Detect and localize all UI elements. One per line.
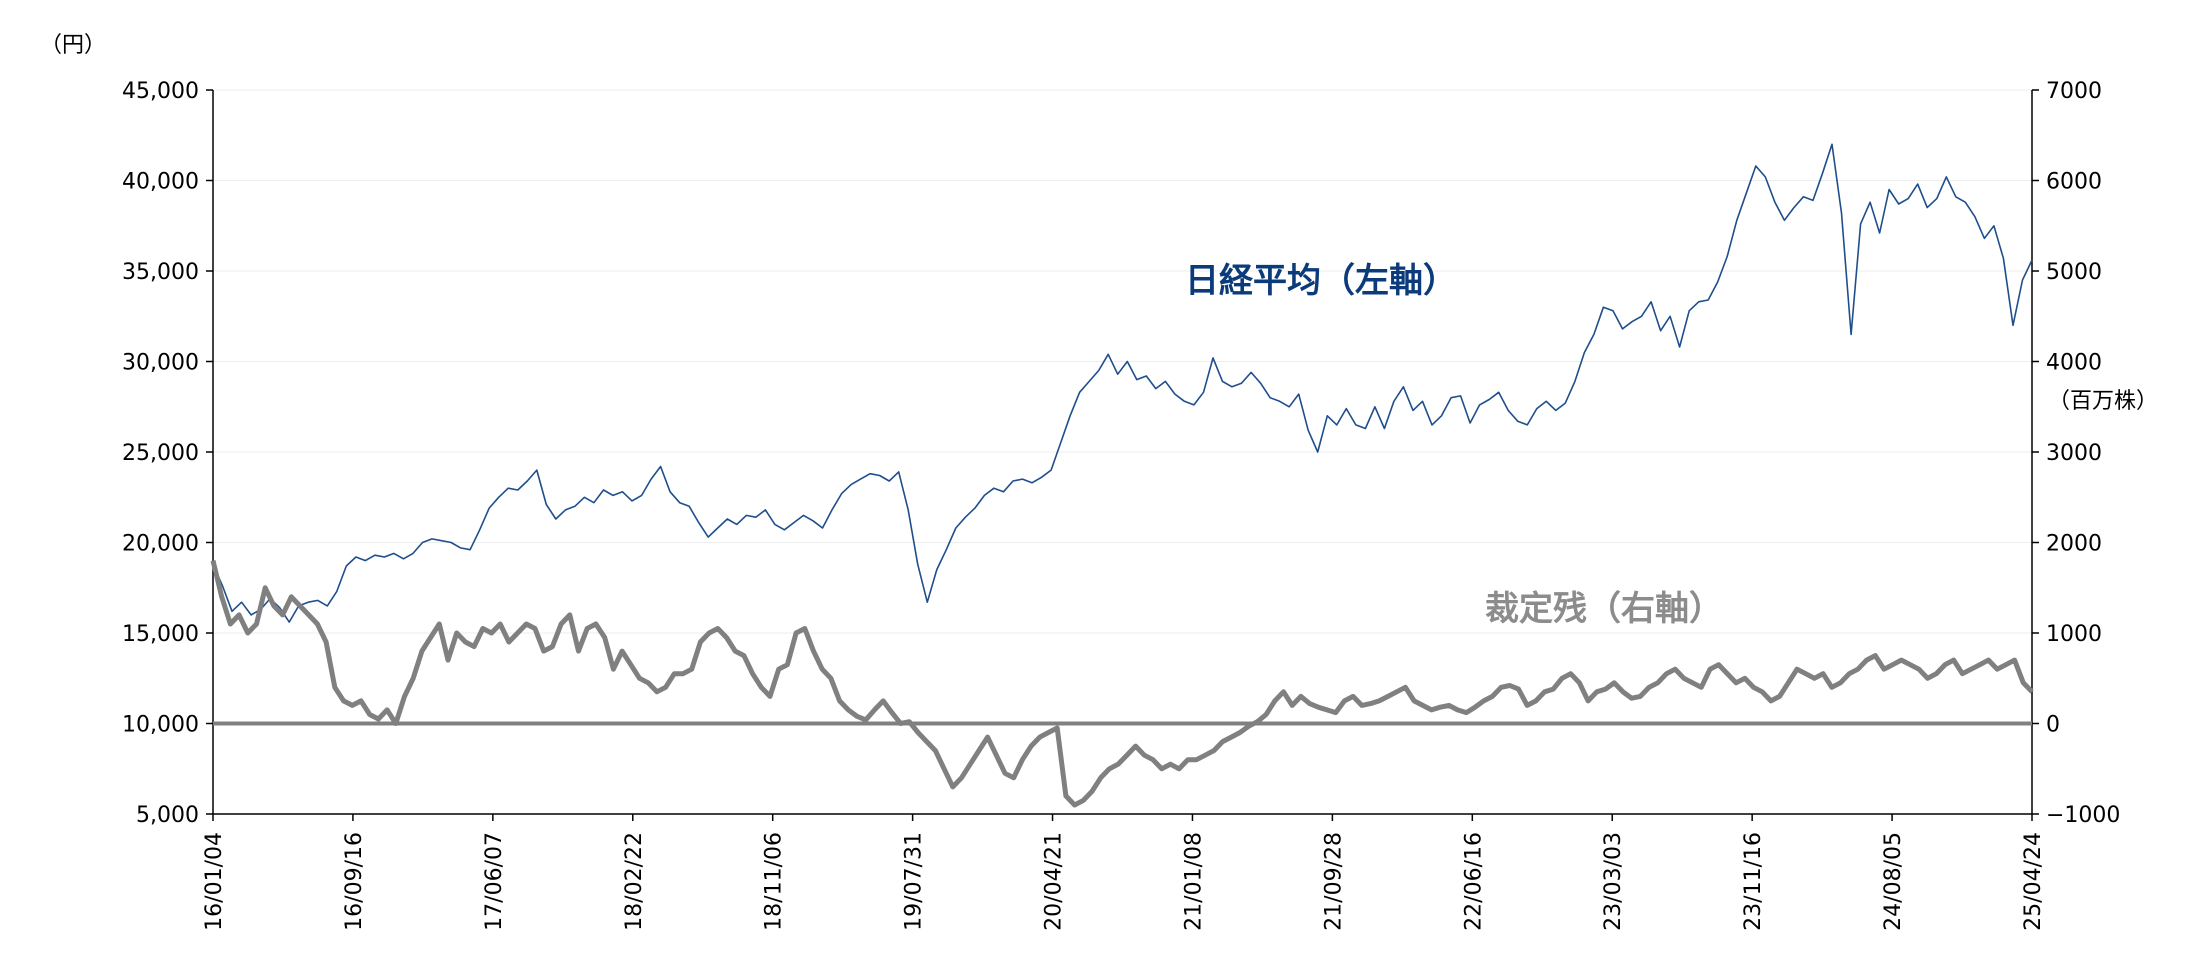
right-axis-ticks: 7000 6000 5000 4000 3000 2000 1000 0 −1000	[2032, 79, 2120, 828]
x-tick-label: 20/04/21	[1042, 832, 1067, 931]
x-tick-label: 18/02/22	[622, 832, 647, 931]
left-tick-label: 20,000	[122, 532, 199, 557]
left-axis-ticks: 45,000 40,000 35,000 30,000 25,000 20,000 15,0…	[122, 79, 213, 828]
series-line-nikkei	[212, 143, 2033, 623]
series-line-arbitrage	[210, 560, 2034, 808]
left-tick-label: 40,000	[122, 170, 199, 195]
series-label-arbitrage: 裁定残（右軸）	[1485, 589, 1723, 629]
x-tick-label: 19/07/31	[902, 832, 927, 931]
x-tick-label: 22/06/16	[1461, 832, 1486, 931]
right-tick-label: 3000	[2046, 441, 2102, 466]
x-tick-label: 24/08/05	[1881, 832, 1906, 931]
left-axis-unit: （円）	[40, 33, 106, 58]
right-tick-label: 7000	[2046, 79, 2102, 104]
right-tick-label: 6000	[2046, 170, 2102, 195]
left-tick-label: 5,000	[136, 803, 199, 828]
x-tick-label: 25/04/24	[2021, 832, 2046, 931]
right-tick-label: 5000	[2046, 260, 2102, 285]
right-tick-label: 0	[2046, 713, 2060, 738]
right-tick-label: 1000	[2046, 622, 2102, 647]
series-label-nikkei: 日経平均（左軸）	[1185, 261, 1457, 301]
left-tick-label: 45,000	[122, 79, 199, 104]
x-tick-label: 16/01/04	[202, 832, 227, 931]
x-tick-label: 21/01/08	[1181, 832, 1206, 931]
x-tick-label: 23/03/03	[1601, 832, 1626, 931]
x-tick-label: 21/09/28	[1321, 832, 1346, 931]
right-tick-label: 4000	[2046, 351, 2102, 376]
x-axis-ticks: 16/01/04 16/09/16 17/06/07 18/02/22 18/11/06…	[202, 814, 2046, 931]
right-axis-unit: （百万株）	[2048, 389, 2158, 414]
left-tick-label: 25,000	[122, 441, 199, 466]
x-tick-label: 18/11/06	[762, 832, 787, 931]
right-tick-label: 2000	[2046, 532, 2102, 557]
right-tick-label: −1000	[2046, 803, 2120, 828]
left-tick-label: 35,000	[122, 260, 199, 285]
left-tick-label: 15,000	[122, 622, 199, 647]
x-tick-label: 16/09/16	[342, 832, 367, 931]
left-tick-label: 30,000	[122, 351, 199, 376]
x-tick-label: 17/06/07	[482, 832, 507, 931]
x-tick-label: 23/11/16	[1741, 832, 1766, 931]
left-tick-label: 10,000	[122, 713, 199, 738]
